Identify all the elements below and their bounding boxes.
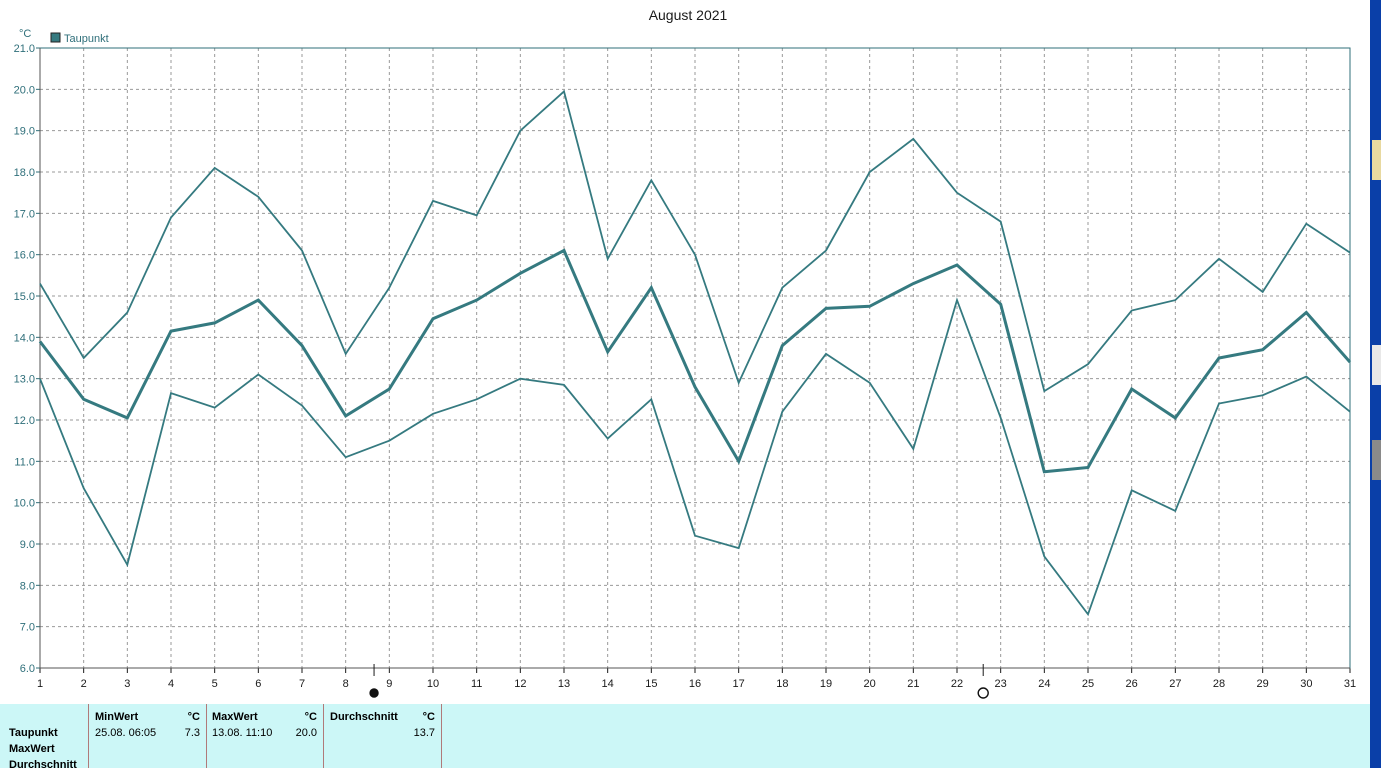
y-tick-label: 6.0: [20, 663, 35, 675]
x-tick-label: 26: [1126, 678, 1138, 690]
max-unit: °C: [304, 711, 317, 723]
grid-lines: [39, 47, 1351, 669]
statistics-panel: Taupunkt MaxWert Durchschnitt MinWert °C…: [0, 704, 1370, 771]
y-tick-label: 11.0: [14, 456, 35, 468]
x-tick-label: 8: [343, 678, 349, 690]
avg-header: Durchschnitt: [330, 711, 398, 723]
x-tick-label: 23: [995, 678, 1007, 690]
min-column: MinWert °C 25.08. 06:05 7.3: [88, 704, 207, 768]
edge-thumbnail: [1372, 440, 1381, 480]
x-tick-label: 18: [776, 678, 788, 690]
series-line-maxwert: [39, 89, 1351, 393]
chart-title: August 2021: [649, 7, 728, 23]
max-date: 13.08. 11:10: [212, 727, 273, 739]
x-tick-label: 31: [1344, 678, 1356, 690]
x-tick-label: 30: [1300, 678, 1312, 690]
x-tick-label: 29: [1257, 678, 1269, 690]
x-tick-label: 21: [907, 678, 919, 690]
x-tick-label: 3: [124, 678, 130, 690]
stats-row-label: Durchschnitt: [9, 759, 77, 771]
series-lines: [38, 89, 1352, 617]
max-column: MaxWert °C 13.08. 11:10 20.0: [206, 704, 324, 768]
x-tick-label: 12: [514, 678, 526, 690]
edge-thumbnail: [1372, 345, 1381, 385]
x-tick-label: 4: [168, 678, 174, 690]
x-tick-label: 10: [427, 678, 439, 690]
x-tick-label: 16: [689, 678, 701, 690]
min-header: MinWert: [95, 711, 139, 723]
x-tick-label: 14: [602, 678, 614, 690]
y-tick-label: 14.0: [14, 332, 35, 344]
avg-column: Durchschnitt °C 13.7: [324, 704, 442, 768]
avg-value: 13.7: [413, 727, 435, 739]
max-header: MaxWert: [212, 711, 258, 723]
moon-phase-markers: [369, 664, 989, 699]
x-tick-label: 7: [299, 678, 305, 690]
x-tick-label: 20: [864, 678, 876, 690]
avg-unit: °C: [422, 711, 435, 723]
new-moon-icon: [369, 688, 379, 698]
x-tick-labels: 1 2 3 4 5 6 7 8 9 10 11 12 13 14 15 16 17 18 19 20 21 22 23 24 2…: [37, 678, 1356, 690]
y-tick-label: 9.0: [20, 539, 35, 551]
y-tick-labels: 6.0 7.0 8.0 9.0 10.0 11.0 12.0 13.0 14.0 15.0 16.0…: [14, 43, 35, 675]
y-tick-label: 17.0: [14, 208, 35, 220]
y-tick-label: 12.0: [14, 415, 35, 427]
stats-row-label: Taupunkt: [9, 727, 58, 739]
x-tick-label: 24: [1038, 678, 1050, 690]
y-tick-label: 7.0: [20, 622, 35, 634]
x-tick-label: 22: [951, 678, 963, 690]
y-tick-label: 18.0: [14, 167, 35, 179]
y-tick-label: 13.0: [14, 374, 35, 386]
y-tick-label: 19.0: [14, 126, 35, 138]
x-tick-label: 19: [820, 678, 832, 690]
y-tick-label: 16.0: [14, 250, 35, 262]
x-tick-label: 27: [1169, 678, 1181, 690]
x-tick-label: 9: [386, 678, 392, 690]
y-tick-label: 8.0: [20, 580, 35, 592]
full-moon-icon: [977, 687, 989, 699]
min-value: 7.3: [184, 727, 200, 739]
min-date: 25.08. 06:05: [95, 727, 157, 739]
y-tick-label: 15.0: [14, 291, 35, 303]
x-tick-label: 13: [558, 678, 570, 690]
x-tick-label: 5: [212, 678, 218, 690]
legend-label: Taupunkt: [64, 33, 109, 45]
y-tick-label: 21.0: [14, 43, 35, 55]
dewpoint-chart: August 2021 °C Taupunkt 6.0 7.0 8.0 9.0 10.0…: [14, 7, 1356, 699]
x-tick-label: 11: [471, 678, 482, 690]
axes: [36, 47, 1351, 673]
y-tick-label: 10.0: [14, 498, 35, 510]
series-line-minwert: [39, 297, 1351, 617]
edge-thumbnail: [1372, 140, 1381, 180]
x-tick-label: 17: [733, 678, 745, 690]
legend-swatch: [50, 32, 61, 43]
max-value: 20.0: [295, 727, 317, 739]
x-tick-label: 25: [1082, 678, 1094, 690]
window-edge-strip: [1370, 0, 1381, 768]
x-tick-label: 28: [1213, 678, 1225, 690]
x-tick-label: 2: [81, 678, 87, 690]
y-axis-unit: °C: [19, 28, 31, 40]
x-tick-label: 15: [645, 678, 657, 690]
stats-row-label: MaxWert: [9, 743, 55, 755]
x-tick-label: 1: [37, 678, 43, 690]
y-tick-label: 20.0: [14, 84, 35, 96]
series-line-durchschnitt: [38, 248, 1352, 474]
min-unit: °C: [187, 711, 200, 723]
x-tick-label: 6: [255, 678, 261, 690]
